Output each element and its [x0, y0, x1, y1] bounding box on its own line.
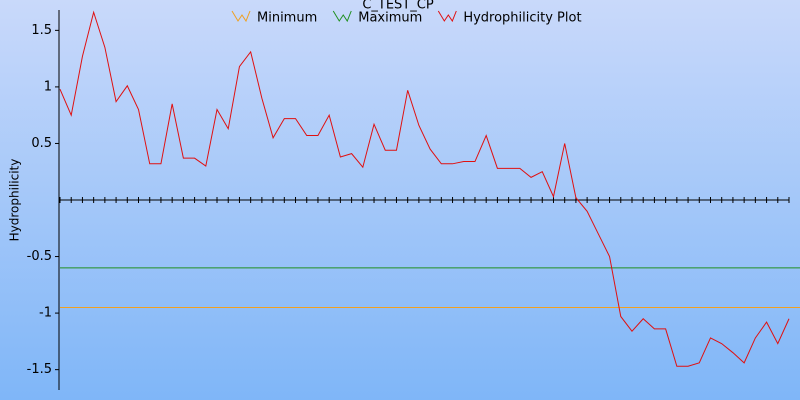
y-tick-label: 1 [44, 79, 52, 94]
y-tick-label: -1.5 [27, 362, 52, 377]
chart-title: C_TEST_CP [362, 0, 434, 13]
y-tick-label: -1 [39, 306, 52, 321]
legend-icon [231, 10, 251, 23]
legend-label: Hydrophilicity Plot [463, 11, 581, 26]
legend-label: Maximum [358, 11, 422, 26]
legend-icon [332, 10, 352, 23]
y-axis-label: Hydrophilicity [8, 159, 22, 242]
y-tick-label: 0.5 [31, 136, 52, 151]
data-line [59, 10, 790, 367]
y-tick-label: 1.5 [31, 23, 52, 38]
legend-label: Minimum [257, 11, 317, 26]
legend-icon [437, 10, 457, 23]
y-tick-label: -0.5 [27, 249, 52, 264]
